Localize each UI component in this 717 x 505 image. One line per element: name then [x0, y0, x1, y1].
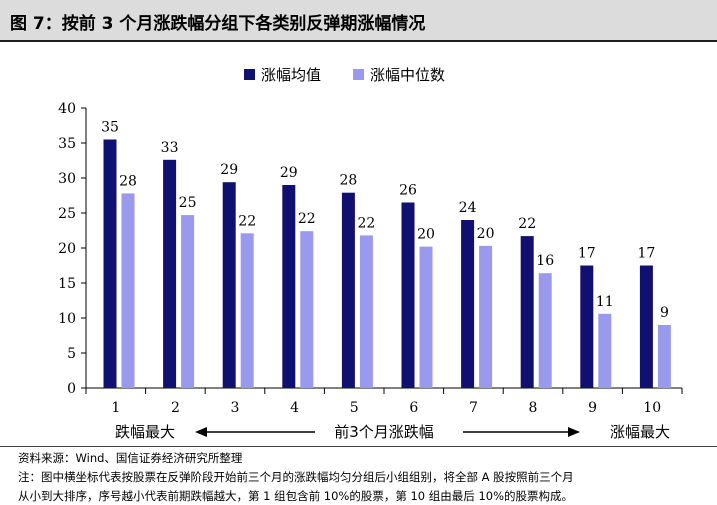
bar-median-2 [181, 215, 195, 388]
note-line-1: 注：图中横坐标代表按股票在反弹阶段开始前三个月的涨跌幅均匀分组后小组组别，将全部… [18, 470, 574, 484]
bar-median-3 [240, 233, 254, 388]
y-tick-label: 10 [58, 311, 76, 327]
annotation-left: 跌幅最大 [115, 423, 175, 441]
bar-chart: 涨幅均值 涨幅中位数0510152025303540352813325229223… [58, 66, 683, 441]
x-tick-label: 2 [171, 400, 180, 416]
data-label: 16 [536, 253, 554, 269]
data-label: 28 [339, 173, 357, 189]
data-label: 26 [399, 183, 417, 199]
x-tick-label: 9 [588, 400, 597, 416]
y-tick-label: 30 [58, 171, 76, 187]
data-label: 35 [101, 120, 119, 136]
data-label: 24 [459, 200, 477, 216]
y-tick-label: 35 [58, 136, 76, 152]
annotation-center: 前3个月涨跌幅 [334, 423, 434, 441]
bar-median-10 [657, 325, 671, 388]
data-label: 33 [161, 140, 179, 156]
arrow-right-head [568, 427, 580, 437]
legend-label-1: 涨幅均值 [261, 66, 321, 84]
bar-median-5 [359, 235, 373, 388]
y-tick-label: 15 [58, 276, 76, 292]
note-line-2: 从小到大排序，序号越小代表前期跌幅越大，第 1 组包含前 10%的股票，第 10… [18, 489, 573, 503]
x-tick-label: 3 [231, 400, 240, 416]
data-label: 11 [596, 294, 614, 310]
x-tick-label: 1 [111, 400, 120, 416]
data-label: 17 [578, 246, 596, 262]
bar-mean-2 [163, 159, 177, 388]
legend-label-2: 涨幅中位数 [370, 66, 445, 84]
y-tick-label: 20 [58, 241, 76, 257]
data-label: 22 [238, 213, 256, 229]
bar-mean-9 [580, 265, 594, 388]
x-tick-label: 6 [409, 400, 418, 416]
data-label: 9 [660, 305, 669, 321]
legend-swatch-2 [353, 69, 364, 80]
footer: 资料来源：Wind、国信证券经济研究所整理 注：图中横坐标代表按股票在反弹阶段开… [0, 446, 717, 503]
y-tick-label: 40 [58, 101, 76, 117]
data-label: 22 [518, 216, 536, 232]
y-tick-label: 25 [58, 206, 76, 222]
bar-mean-1 [103, 139, 117, 388]
x-tick-label: 5 [350, 400, 359, 416]
bar-mean-10 [639, 265, 653, 388]
bar-mean-7 [461, 220, 475, 388]
data-label: 22 [357, 215, 375, 231]
bar-median-4 [300, 231, 314, 388]
bar-median-7 [479, 245, 493, 388]
bar-mean-8 [520, 236, 534, 388]
data-label: 29 [220, 162, 238, 178]
legend-swatch-1 [244, 69, 255, 80]
data-label: 22 [298, 211, 316, 227]
bar-mean-5 [341, 192, 355, 388]
x-tick-label: 4 [290, 400, 299, 416]
data-label: 29 [280, 165, 298, 181]
bar-median-6 [419, 246, 433, 388]
data-label: 20 [477, 226, 495, 242]
bar-mean-4 [282, 185, 296, 388]
title-bar: 图 7：按前 3 个月涨跌幅分组下各类别反弹期涨幅情况 [0, 0, 717, 42]
annotation-right: 涨幅最大 [610, 423, 670, 441]
source-note: 资料来源：Wind、国信证券经济研究所整理 [18, 451, 243, 465]
y-tick-label: 0 [67, 381, 76, 397]
x-tick-label: 8 [529, 400, 538, 416]
x-tick-label: 7 [469, 400, 478, 416]
data-label: 28 [119, 173, 137, 189]
bar-median-8 [538, 273, 552, 388]
data-label: 20 [417, 227, 435, 243]
y-tick-label: 5 [67, 346, 76, 362]
data-label: 25 [179, 195, 197, 211]
bar-median-9 [598, 313, 612, 388]
arrow-left-head [195, 427, 207, 437]
bar-median-1 [121, 193, 135, 388]
bar-mean-3 [222, 182, 236, 388]
data-label: 17 [637, 246, 655, 262]
bar-mean-6 [401, 202, 415, 388]
figure-title: 图 7：按前 3 个月涨跌幅分组下各类别反弹期涨幅情况 [10, 14, 426, 34]
x-tick-label: 10 [643, 400, 661, 416]
